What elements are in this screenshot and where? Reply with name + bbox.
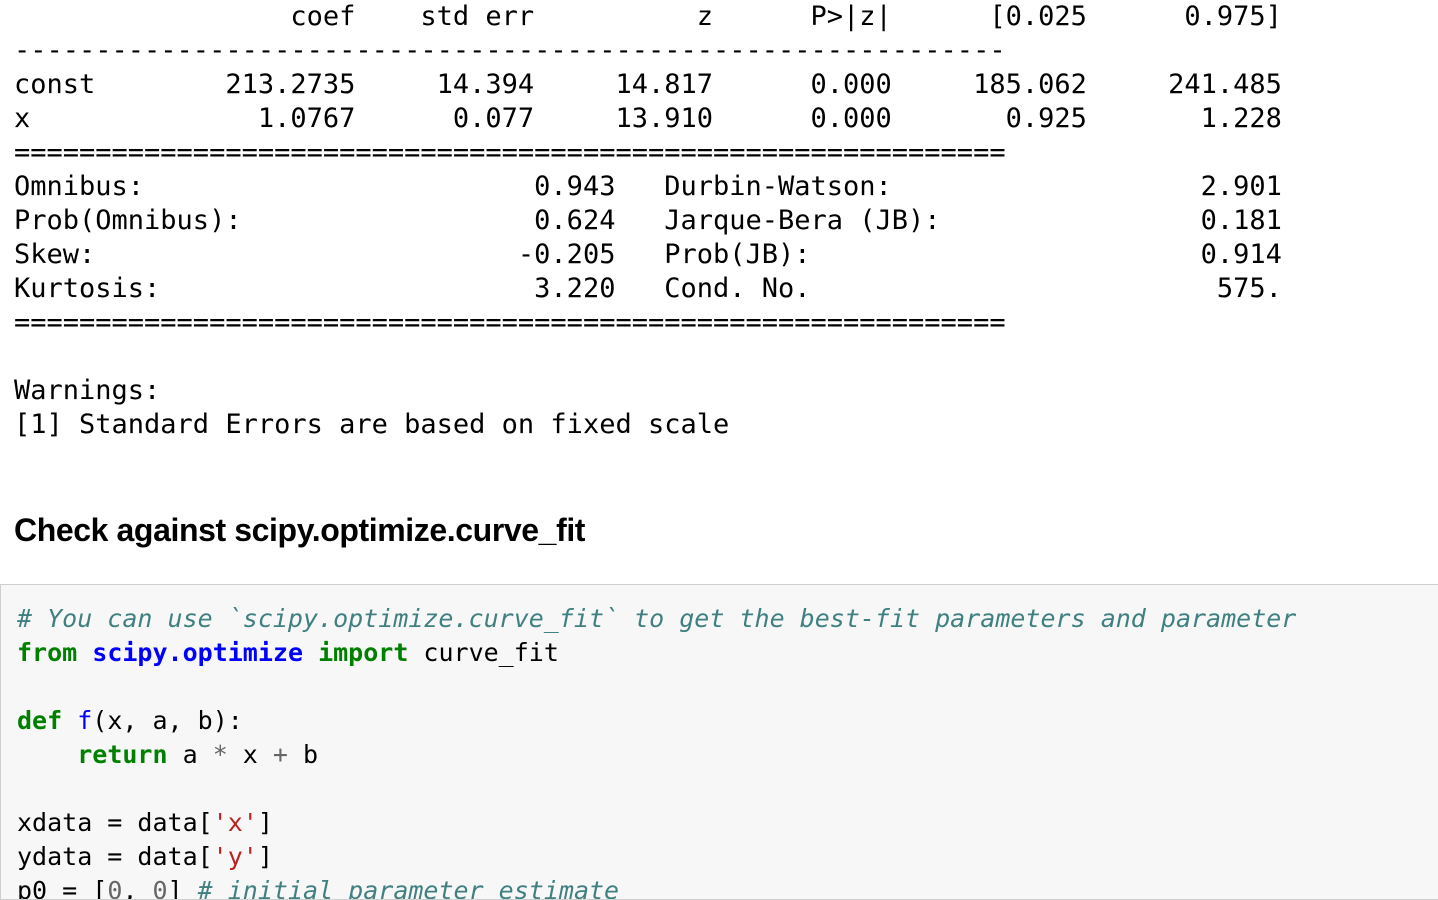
summary-coef-row-x: x 1.0767 0.077 13.910 0.000 0.925 1.228 (14, 103, 1282, 134)
code-cell[interactable]: # You can use `scipy.optimize.curve_fit`… (0, 584, 1438, 900)
code-token: 0 (107, 876, 123, 900)
code-token: ] (257, 808, 273, 837)
code-token: ] (257, 842, 273, 871)
code-token: f (77, 706, 93, 735)
code-token: , (122, 876, 153, 900)
summary-warning-item-1: [1] Standard Errors are based on fixed s… (14, 409, 730, 440)
code-token: return (77, 740, 168, 769)
code-token: a (167, 740, 213, 769)
summary-divider-equals-top: ========================================… (14, 137, 1006, 168)
code-line (17, 670, 1296, 704)
code-token: xdata = data[ (17, 808, 213, 837)
code-token: from (17, 638, 78, 667)
code-token: * (212, 740, 228, 769)
code-line: p0 = [0, 0] # initial parameter estimate (17, 874, 1296, 900)
summary-column-header: coef std err z P>|z| [0.025 0.975] (14, 1, 1282, 32)
code-line: from scipy.optimize import curve_fit (17, 636, 1296, 670)
code-token: 'y' (212, 842, 258, 871)
code-token: import (318, 638, 409, 667)
code-token: + (272, 740, 288, 769)
code-token: 'x' (212, 808, 258, 837)
code-token: b (287, 740, 319, 769)
code-token: ] (167, 876, 198, 900)
summary-divider-equals-bottom: ========================================… (14, 307, 1006, 338)
code-token: p0 = [ (17, 876, 108, 900)
summary-coef-row-const: const 213.2735 14.394 14.817 0.000 185.0… (14, 69, 1282, 100)
code-token (62, 706, 77, 735)
code-token: def (17, 706, 63, 735)
code-token: 0 (152, 876, 168, 900)
code-token (303, 638, 318, 667)
code-cell-source[interactable]: # You can use `scipy.optimize.curve_fit`… (17, 602, 1296, 900)
code-token: # initial parameter estimate (197, 876, 620, 900)
code-token: scipy.optimize (92, 638, 303, 667)
code-token (17, 740, 77, 769)
summary-diagnostic-skew: Skew: -0.205 Prob(JB): 0.914 (14, 239, 1282, 270)
code-line: ydata = data['y'] (17, 840, 1296, 874)
code-token: (x, a, b): (92, 706, 243, 735)
summary-diagnostic-prob-omnibus: Prob(Omnibus): 0.624 Jarque-Bera (JB): 0… (14, 205, 1282, 236)
summary-diagnostic-omnibus: Omnibus: 0.943 Durbin-Watson: 2.901 (14, 171, 1282, 202)
regression-summary-output: coef std err z P>|z| [0.025 0.975] ------… (14, 0, 1282, 442)
summary-blank-line (14, 340, 1282, 374)
summary-warnings-label: Warnings: (14, 375, 161, 406)
code-token: ydata = data[ (17, 842, 213, 871)
code-line: def f(x, a, b): (17, 704, 1296, 738)
code-line (17, 772, 1296, 806)
code-line: xdata = data['x'] (17, 806, 1296, 840)
code-line: return a * x + b (17, 738, 1296, 772)
code-token: curve_fit (408, 638, 559, 667)
summary-divider-dashes: ----------------------------------------… (14, 35, 1006, 66)
code-token (77, 638, 92, 667)
code-line: # You can use `scipy.optimize.curve_fit`… (17, 602, 1296, 636)
code-token: # You can use `scipy.optimize.curve_fit`… (17, 604, 1297, 633)
summary-diagnostic-kurtosis: Kurtosis: 3.220 Cond. No. 575. (14, 273, 1282, 304)
section-heading: Check against scipy.optimize.curve_fit (14, 512, 586, 548)
code-token: x (227, 740, 273, 769)
